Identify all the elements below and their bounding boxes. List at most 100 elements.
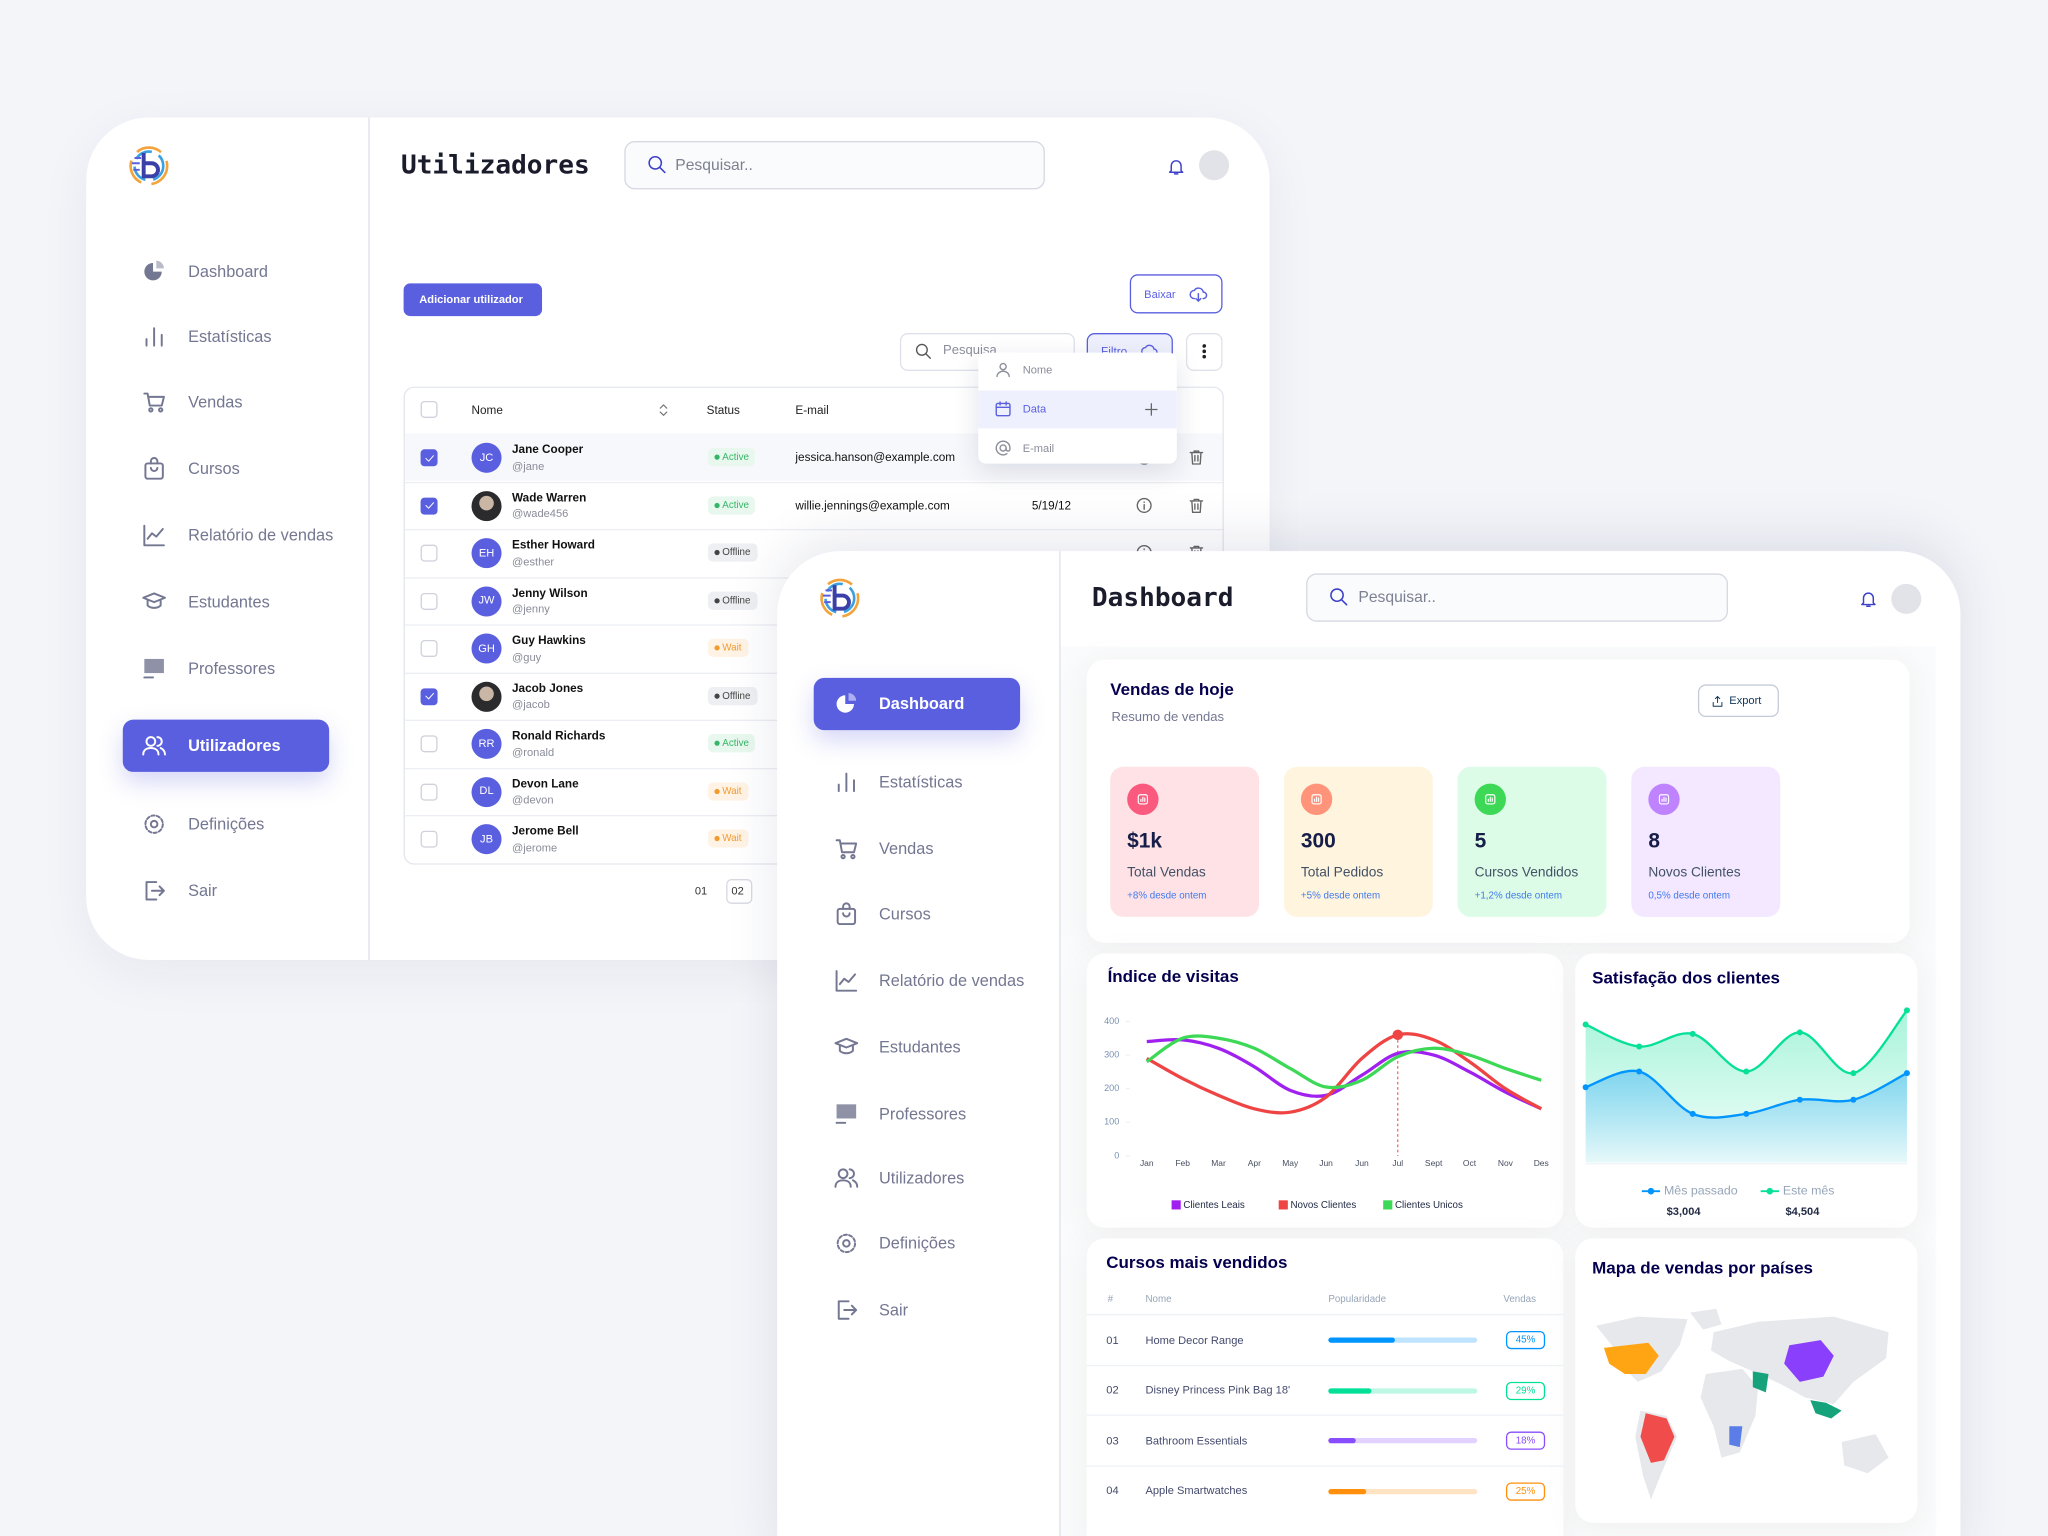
chart-title: Índice de visitas: [1107, 966, 1239, 987]
card-subtitle: Resumo de vendas: [1111, 710, 1225, 725]
icon-shape: [144, 462, 164, 480]
icon-shape: [1729, 1426, 1743, 1448]
page-current[interactable]: [726, 879, 753, 904]
stat-glyph: [1137, 794, 1149, 805]
row-divider: [1086, 1414, 1564, 1416]
add-user-button[interactable]: [403, 283, 543, 317]
value-label: 18%: [1505, 1431, 1546, 1450]
page-title: Dashboard: [1091, 581, 1234, 613]
menu-item[interactable]: Estudantes: [188, 592, 270, 611]
menu-item[interactable]: Vendas: [188, 392, 243, 411]
search-box[interactable]: [1306, 573, 1728, 622]
checkbox[interactable]: [420, 400, 438, 418]
icon-shape: [145, 881, 165, 901]
search-box[interactable]: [624, 141, 1045, 190]
menu-item[interactable]: Estatísticas: [188, 327, 272, 346]
icon-shape: [842, 1239, 851, 1248]
checkbox[interactable]: [420, 639, 438, 657]
menu-icon: [836, 1233, 857, 1254]
avatar[interactable]: [1199, 150, 1230, 181]
filter-option[interactable]: Nome: [1022, 362, 1053, 376]
icon-shape: [143, 392, 165, 407]
card-title: Vendas de hoje: [1110, 679, 1234, 699]
icon-shape: [834, 1168, 859, 1188]
avatar-initials: JW: [478, 592, 495, 607]
menu-item[interactable]: Professores: [879, 1104, 967, 1123]
icon-shape: [835, 839, 858, 854]
menu-icon: [836, 902, 857, 926]
icon-shape: [142, 736, 166, 756]
menu-icon: [834, 1168, 859, 1188]
status-dot: [714, 549, 720, 556]
bell-icon: [1860, 591, 1876, 607]
icon-shape: [658, 166, 666, 174]
menu-item[interactable]: Dashboard: [879, 694, 965, 713]
avatar-initials: GH: [478, 640, 495, 654]
menu-item[interactable]: Vendas: [879, 839, 934, 858]
filter-icon: [996, 362, 1010, 378]
menu-item[interactable]: Estatísticas: [879, 772, 963, 791]
menu-item[interactable]: Sair: [188, 880, 218, 900]
checkbox[interactable]: [420, 735, 438, 753]
filter-option[interactable]: Data: [1022, 401, 1047, 415]
menu-active[interactable]: [813, 677, 1021, 731]
checkbox[interactable]: [420, 830, 438, 848]
button-label: Export: [1729, 693, 1762, 707]
column-header: Vendas: [1503, 1292, 1537, 1305]
page-title: Utilizadores: [400, 148, 590, 181]
menu-item[interactable]: Dashboard: [188, 261, 268, 281]
menu-item[interactable]: Utilizadores: [879, 1168, 965, 1187]
chart-title: Satisfação dos clientes: [1592, 967, 1780, 988]
filter-option[interactable]: E-mail: [1022, 440, 1055, 454]
status-badge: Wait: [707, 638, 749, 657]
cloud-icon: [1141, 344, 1158, 356]
user-email: willie.jennings@example.com: [795, 498, 950, 512]
menu-item[interactable]: Utilizadores: [188, 735, 281, 755]
menu-item[interactable]: Definições: [188, 814, 265, 833]
icon-shape: [1168, 159, 1183, 174]
menu-item[interactable]: Estudantes: [879, 1037, 961, 1056]
stat-value: $1k: [1127, 830, 1163, 853]
menu-item[interactable]: Professores: [188, 658, 276, 678]
checkbox[interactable]: [420, 544, 438, 562]
checkbox[interactable]: [420, 496, 438, 514]
download-button[interactable]: [1129, 274, 1223, 314]
icon-shape: [836, 902, 857, 926]
icon-shape: [848, 693, 857, 701]
menu-item[interactable]: Cursos: [188, 459, 240, 478]
icon-shape: [424, 502, 434, 509]
export-button[interactable]: [1697, 684, 1779, 718]
icon-shape: [1860, 591, 1876, 605]
search-icon: [648, 155, 666, 174]
icon-shape: [1202, 349, 1207, 354]
check-icon: [424, 502, 434, 509]
menu-item[interactable]: Sair: [879, 1300, 909, 1319]
user-name: Jenny Wilson: [511, 585, 588, 599]
checkbox[interactable]: [420, 449, 438, 467]
avatar: [471, 728, 502, 759]
menu-item[interactable]: Cursos: [879, 904, 931, 923]
icon-shape: [824, 582, 856, 614]
icon-shape: [836, 1233, 857, 1254]
page-number: 02: [731, 884, 744, 898]
bar: [1328, 1337, 1396, 1343]
menu-item[interactable]: Definições: [879, 1233, 956, 1252]
icon-shape: [144, 260, 164, 281]
card-title: Mapa de vendas por países: [1592, 1257, 1813, 1278]
icon-shape: [145, 327, 163, 347]
status-dot: [714, 788, 720, 794]
checkbox[interactable]: [420, 687, 438, 705]
icon-shape: [1485, 794, 1496, 805]
menu-icon: [143, 392, 165, 413]
icon-shape: [836, 695, 854, 713]
checkbox[interactable]: [420, 783, 438, 800]
user-handle: @devon: [511, 792, 554, 806]
icon-shape: [1752, 1371, 1769, 1393]
icon-shape: [995, 440, 1011, 456]
avatar[interactable]: [1891, 583, 1922, 614]
menu-item[interactable]: Relatório de vendas: [879, 971, 1025, 990]
icon-shape: [1330, 588, 1344, 603]
icon-shape: [1311, 794, 1322, 805]
checkbox[interactable]: [420, 592, 438, 610]
menu-item[interactable]: Relatório de vendas: [188, 525, 334, 544]
